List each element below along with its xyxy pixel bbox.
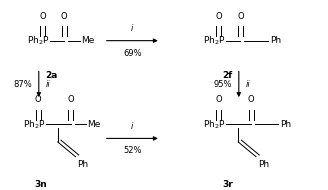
Text: 52%: 52%	[123, 146, 142, 155]
Text: 95%: 95%	[213, 80, 232, 89]
Text: O: O	[35, 95, 41, 104]
Text: i: i	[131, 122, 133, 131]
Text: Me: Me	[87, 120, 100, 129]
Text: 69%: 69%	[123, 48, 142, 58]
Text: Me: Me	[81, 36, 94, 45]
Text: Ph$_2$P: Ph$_2$P	[27, 34, 50, 47]
Text: O: O	[215, 95, 222, 104]
Text: O: O	[248, 95, 255, 104]
Text: Ph$_2$P: Ph$_2$P	[23, 118, 45, 131]
Text: O: O	[237, 12, 244, 21]
Text: O: O	[61, 12, 68, 21]
Text: Ph: Ph	[77, 160, 88, 169]
Text: Ph: Ph	[280, 120, 291, 129]
Text: i: i	[131, 24, 133, 33]
Text: ii: ii	[46, 80, 51, 89]
Text: Ph$_2$P: Ph$_2$P	[203, 34, 226, 47]
Text: ii: ii	[246, 80, 251, 89]
Text: Ph: Ph	[270, 36, 281, 45]
Text: O: O	[67, 95, 74, 104]
Text: 3n: 3n	[34, 180, 47, 189]
Text: O: O	[39, 12, 46, 21]
Text: O: O	[215, 12, 222, 21]
Text: 2a: 2a	[45, 71, 57, 80]
Text: 3r: 3r	[222, 180, 233, 189]
Text: 2f: 2f	[222, 71, 233, 80]
Text: 87%: 87%	[13, 80, 31, 89]
Text: Ph: Ph	[258, 160, 269, 169]
Text: Ph$_2$P: Ph$_2$P	[203, 118, 226, 131]
